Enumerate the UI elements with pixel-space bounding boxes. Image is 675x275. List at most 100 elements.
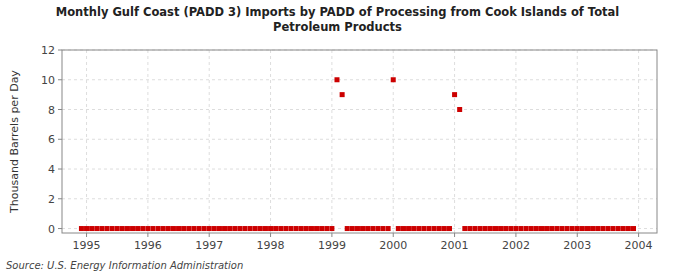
grid <box>62 50 657 233</box>
point <box>340 92 345 97</box>
x-tick <box>638 233 639 237</box>
point <box>391 77 396 82</box>
point <box>324 226 329 231</box>
point <box>380 226 385 231</box>
grid-line-x <box>147 50 148 233</box>
grid-line-x <box>577 50 578 233</box>
y-tick <box>58 228 62 229</box>
point <box>631 226 636 231</box>
point <box>181 226 186 231</box>
point <box>467 226 472 231</box>
point <box>268 226 273 231</box>
x-tick <box>270 233 271 237</box>
point <box>120 226 125 231</box>
grid-line-y <box>62 109 657 110</box>
point <box>406 226 411 231</box>
point <box>89 226 94 231</box>
point <box>360 226 365 231</box>
grid-line-y <box>62 139 657 140</box>
point <box>176 226 181 231</box>
point <box>355 226 360 231</box>
x-tick-label: 1996 <box>134 239 162 252</box>
point <box>365 226 370 231</box>
point <box>595 226 600 231</box>
point <box>565 226 570 231</box>
point <box>283 226 288 231</box>
point <box>549 226 554 231</box>
point <box>386 226 391 231</box>
point <box>452 92 457 97</box>
point <box>437 226 442 231</box>
point <box>524 226 529 231</box>
point <box>191 226 196 231</box>
x-tick <box>577 233 578 237</box>
point <box>99 226 104 231</box>
point <box>84 226 89 231</box>
grid-line-x <box>209 50 210 233</box>
point <box>600 226 605 231</box>
grid-line-x <box>454 50 455 233</box>
grid-line-x <box>270 50 271 233</box>
point <box>421 226 426 231</box>
point <box>314 226 319 231</box>
point <box>334 77 339 82</box>
title-line: Petroleum Products <box>273 20 402 34</box>
y-tick-label: 8 <box>48 104 55 117</box>
point <box>580 226 585 231</box>
point <box>278 226 283 231</box>
point <box>605 226 610 231</box>
point <box>559 226 564 231</box>
x-tick <box>86 233 87 237</box>
point <box>166 226 171 231</box>
x-tick <box>393 233 394 237</box>
y-tick-label: 4 <box>48 163 55 176</box>
point <box>222 226 227 231</box>
point <box>329 226 334 231</box>
point <box>150 226 155 231</box>
x-tick-label: 2001 <box>441 239 469 252</box>
point <box>447 226 452 231</box>
point <box>396 226 401 231</box>
point <box>401 226 406 231</box>
source-note: Source: U.S. Energy Information Administ… <box>6 260 243 271</box>
point <box>309 226 314 231</box>
grid-line-x <box>86 50 87 233</box>
point <box>370 226 375 231</box>
point <box>161 226 166 231</box>
y-tick-label: 0 <box>48 223 55 236</box>
point <box>196 226 201 231</box>
y-tick <box>58 139 62 140</box>
y-tick <box>58 50 62 51</box>
point <box>171 226 176 231</box>
y-tick <box>58 198 62 199</box>
point <box>304 226 309 231</box>
point <box>508 226 513 231</box>
point <box>554 226 559 231</box>
plot-frame <box>62 50 657 233</box>
y-tick-label: 6 <box>48 133 55 146</box>
y-tick-label: 10 <box>41 74 55 87</box>
title-line: Monthly Gulf Coast (PADD 3) Imports by P… <box>56 5 620 19</box>
point <box>488 226 493 231</box>
point <box>104 226 109 231</box>
point <box>253 226 258 231</box>
point <box>375 226 380 231</box>
x-tick <box>147 233 148 237</box>
point <box>263 226 268 231</box>
point <box>478 226 483 231</box>
point <box>140 226 145 231</box>
point <box>237 226 242 231</box>
x-tick <box>331 233 332 237</box>
x-tick-label: 2003 <box>563 239 591 252</box>
point <box>483 226 488 231</box>
point <box>242 226 247 231</box>
point <box>519 226 524 231</box>
point <box>294 226 299 231</box>
x-tick-label: 1995 <box>73 239 101 252</box>
point <box>432 226 437 231</box>
grid-line-x <box>515 50 516 233</box>
point <box>621 226 626 231</box>
point <box>462 226 467 231</box>
point <box>79 226 84 231</box>
point <box>539 226 544 231</box>
